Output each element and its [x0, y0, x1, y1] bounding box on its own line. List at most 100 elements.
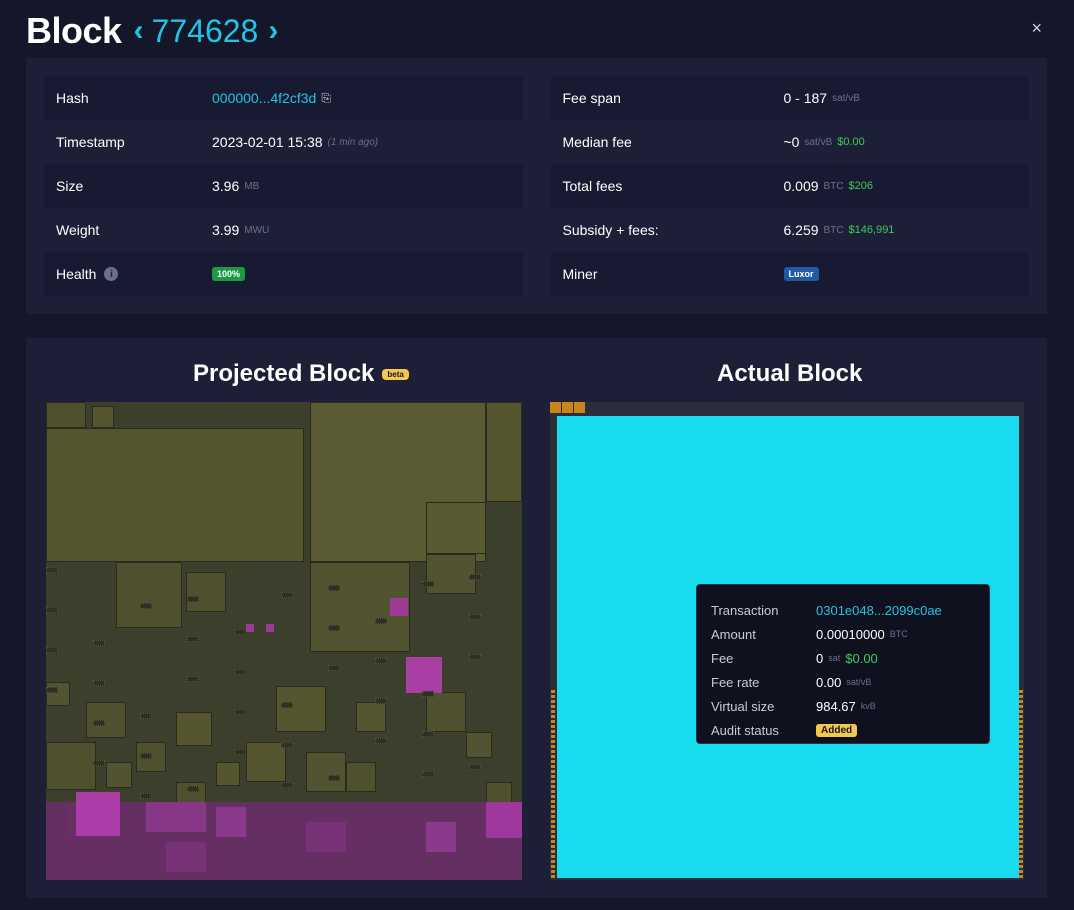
tx-dot — [469, 614, 481, 620]
tx-block[interactable] — [106, 762, 132, 788]
tx-dot — [1019, 825, 1023, 828]
tx-block[interactable] — [574, 402, 585, 413]
tx-block[interactable] — [346, 762, 376, 792]
subsidy-row: Subsidy + fees: 6.259 BTC $146,991 — [551, 208, 1030, 252]
tx-block[interactable] — [466, 732, 492, 758]
weight-label: Weight — [56, 222, 100, 238]
tx-dot — [140, 793, 152, 799]
miner-badge[interactable]: Luxor — [783, 267, 819, 281]
total-fees-value: 0.009 BTC $206 — [784, 178, 874, 194]
health-value: 100% — [212, 267, 246, 281]
tx-block[interactable] — [46, 742, 96, 790]
tx-dot — [551, 785, 555, 788]
chevron-left-icon[interactable]: ‹ — [133, 14, 144, 47]
tx-block[interactable] — [306, 752, 346, 792]
hash-link[interactable]: 000000...4f2cf3d — [212, 90, 317, 106]
tx-block[interactable] — [276, 686, 326, 732]
tx-block[interactable] — [356, 702, 386, 732]
timestamp-relative: (1 min ago) — [327, 136, 379, 148]
size-label: Size — [56, 178, 84, 194]
info-icon[interactable]: i — [104, 267, 119, 281]
tx-block[interactable] — [486, 802, 522, 838]
block-height-link[interactable]: 774628 — [151, 12, 259, 49]
tx-block[interactable] — [406, 657, 442, 693]
tx-dot — [140, 603, 152, 609]
tx-block[interactable] — [146, 802, 206, 832]
timestamp-value: 2023-02-01 15:38 (1 min ago) — [212, 134, 378, 150]
tx-block[interactable] — [486, 402, 522, 502]
tx-block[interactable] — [76, 792, 120, 836]
tooltip-transaction-label: Transaction — [711, 602, 779, 618]
tooltip-amount-label: Amount — [711, 626, 756, 642]
tx-dot — [551, 765, 555, 768]
tx-block[interactable] — [86, 702, 126, 738]
tx-dot — [551, 695, 555, 698]
tx-dot — [551, 715, 555, 718]
transaction-tooltip: Transaction 0301e048...2099c0ae Amount 0… — [696, 584, 990, 744]
tx-block[interactable] — [426, 822, 456, 852]
tx-block[interactable] — [550, 402, 561, 413]
tx-block[interactable] — [246, 624, 254, 632]
tooltip-transaction-row: Transaction 0301e048...2099c0ae — [711, 598, 975, 622]
tx-block[interactable] — [46, 402, 86, 428]
subsidy-label: Subsidy + fees: — [562, 222, 659, 238]
chevron-right-icon[interactable]: › — [268, 14, 279, 47]
tx-dot — [1019, 690, 1023, 693]
tx-dot — [1019, 700, 1023, 703]
tx-block[interactable] — [176, 712, 212, 746]
tx-block[interactable] — [246, 742, 286, 782]
health-label: Health i — [56, 266, 212, 282]
tx-block[interactable] — [216, 807, 246, 837]
miner-label: Miner — [562, 266, 598, 282]
tx-block[interactable] — [186, 572, 226, 612]
tx-dot — [551, 740, 555, 743]
tx-dot — [551, 725, 555, 728]
tx-dot — [551, 705, 555, 708]
tooltip-fee-fiat: $0.00 — [845, 650, 878, 666]
tx-block[interactable] — [166, 842, 206, 872]
health-badge: 100% — [212, 267, 246, 281]
tx-block[interactable] — [426, 502, 486, 554]
fee-span-row: Fee span 0 - 187 sat/vB — [550, 76, 1029, 120]
median-fee-row: Median fee ~0 sat/vB $0.00 — [551, 120, 1030, 164]
tx-dot — [469, 764, 481, 770]
tx-dot — [551, 855, 555, 858]
tx-dot — [551, 710, 555, 713]
tx-dot — [375, 618, 387, 624]
tx-block[interactable] — [46, 682, 70, 706]
tx-block[interactable] — [92, 406, 114, 428]
tx-dot — [93, 760, 105, 766]
tx-dot — [551, 865, 555, 868]
total-fees-label: Total fees — [562, 178, 623, 194]
tx-block[interactable] — [46, 428, 304, 562]
tx-block[interactable] — [426, 692, 466, 732]
tx-dot — [1019, 740, 1023, 743]
median-fee-number: ~0 — [783, 134, 800, 150]
tx-block[interactable] — [390, 598, 408, 616]
tx-block[interactable] — [116, 562, 182, 628]
close-button[interactable]: × — [1031, 18, 1042, 38]
tx-dot — [46, 567, 58, 573]
tx-dot — [551, 815, 555, 818]
health-row: Health i 100% — [44, 252, 523, 296]
tx-dot — [1019, 750, 1023, 753]
audit-status-badge: Added — [816, 723, 858, 737]
tx-dot — [1019, 860, 1023, 863]
hash-value: 000000...4f2cf3d ⎘ — [212, 90, 331, 106]
tx-dot — [1019, 715, 1023, 718]
projected-block-visualization[interactable] — [46, 402, 522, 880]
copy-icon[interactable]: ⎘ — [321, 90, 331, 105]
tooltip-feerate-value: 0.00 sat/vB — [816, 675, 871, 690]
actual-block-title: Actual Block — [717, 360, 863, 387]
tx-block[interactable] — [266, 624, 274, 632]
block-header: Block ‹ 774628 › — [26, 8, 288, 54]
timestamp-label: Timestamp — [56, 134, 125, 150]
tx-dot — [469, 574, 481, 580]
tx-dot — [1019, 835, 1023, 838]
tooltip-txid-link[interactable]: 0301e048...2099c0ae — [816, 602, 942, 618]
tx-dot — [375, 738, 387, 744]
tx-block[interactable] — [216, 762, 240, 786]
tx-dot — [551, 850, 555, 853]
tx-block[interactable] — [562, 402, 573, 413]
tx-block[interactable] — [306, 822, 346, 852]
